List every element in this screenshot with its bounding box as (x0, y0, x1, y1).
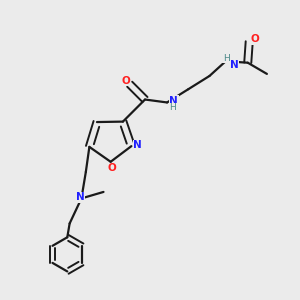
Text: N: N (230, 60, 239, 70)
Text: O: O (250, 34, 259, 44)
Text: H: H (223, 54, 230, 63)
Text: O: O (122, 76, 130, 86)
Text: H: H (169, 103, 176, 112)
Text: N: N (76, 192, 84, 202)
Text: O: O (108, 163, 116, 173)
Text: N: N (134, 140, 142, 150)
Text: N: N (169, 96, 178, 106)
